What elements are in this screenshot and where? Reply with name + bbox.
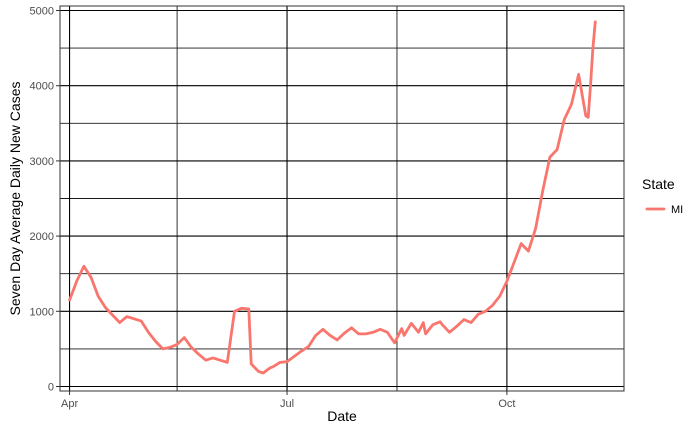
legend-title: State (642, 176, 675, 192)
x-tick-label: Apr (61, 398, 78, 410)
y-tick-label: 4000 (30, 81, 54, 93)
legend: State MI (642, 176, 683, 216)
panel-grid (60, 6, 624, 391)
legend-label-mi: MI (671, 204, 683, 216)
panel-border (59, 5, 625, 392)
y-axis: 0 1000 2000 3000 4000 5000 (30, 6, 60, 393)
y-axis-title: Seven Day Average Daily New Cases (7, 82, 23, 316)
y-tick-label: 1000 (30, 306, 54, 318)
x-axis-title: Date (327, 408, 357, 424)
y-tick-label: 0 (48, 381, 54, 393)
y-tick-label: 5000 (30, 6, 54, 18)
x-tick-label: Oct (498, 398, 515, 410)
y-tick-label: 3000 (30, 156, 54, 168)
x-tick-label: Jul (280, 398, 294, 410)
x-axis: Apr Jul Oct (61, 391, 515, 410)
y-tick-label: 2000 (30, 231, 54, 243)
series-line-mi (68, 20, 597, 375)
